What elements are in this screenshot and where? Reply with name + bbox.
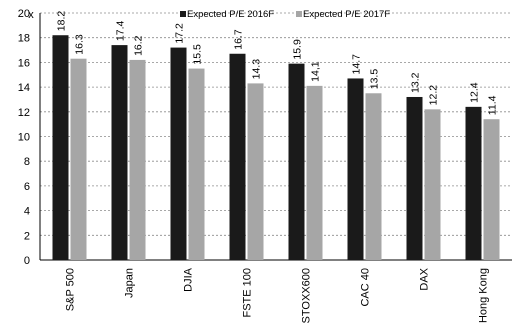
y-tick-label: 16 — [18, 57, 30, 69]
legend-label-2017: Expected P/E 2017F — [303, 9, 390, 20]
data-label: 15.9 — [292, 39, 304, 60]
gridlines — [40, 12, 512, 261]
bar-2016 — [465, 106, 482, 260]
bar-2016 — [170, 47, 187, 260]
data-label: 16.7 — [233, 29, 245, 50]
bar-2016 — [288, 63, 305, 261]
y-tick-label: 10 — [18, 132, 30, 144]
data-labels: 18.2 16.3 17.4 16.2 17.2 15.5 16.7 14.3 15.9 14,1… — [56, 11, 499, 116]
x-tick-label: Japan — [124, 268, 136, 298]
data-label: 15.5 — [192, 44, 204, 65]
x-tick-label: CAC 40 — [360, 268, 372, 307]
bar-2017 — [129, 59, 146, 261]
bar-2016 — [229, 53, 246, 260]
y-tick-label: 0 — [24, 255, 30, 267]
y-tick-label: 8 — [24, 156, 30, 168]
bar-2017 — [70, 58, 87, 260]
y-tick-label: 4 — [24, 206, 30, 218]
y-tick-label: 20 — [18, 8, 30, 20]
x-tick-label: STOXX600 — [301, 268, 313, 323]
y-tick-label: 2 — [24, 230, 30, 242]
data-label: 13.5 — [369, 69, 381, 90]
x-tick-label: Hong Kong — [478, 268, 490, 323]
data-label: 17.2 — [174, 23, 186, 44]
legend-swatch-2016 — [180, 11, 186, 17]
x-tick-label: DAX — [419, 267, 431, 290]
data-label: 16.3 — [74, 34, 86, 55]
data-label: 14.3 — [251, 59, 263, 80]
legend-swatch-2017 — [296, 11, 302, 17]
bar-2017 — [306, 85, 323, 261]
data-label: 16.2 — [133, 35, 145, 56]
bar-2016 — [111, 45, 128, 260]
y-axis-label: x — [28, 9, 34, 21]
data-label: 14,1 — [310, 61, 322, 82]
data-label: 18.2 — [56, 11, 68, 32]
data-label: 12.2 — [428, 85, 440, 106]
bars — [52, 35, 500, 261]
x-axis: S&P 500 Japan DJIA FSTE 100 STOXX600 CAC 40 DA… — [65, 267, 490, 323]
legend-label-2016: Expected P/E 2016F — [187, 9, 274, 20]
legend: Expected P/E 2016F Expected P/E 2017F — [180, 9, 390, 20]
bar-2017 — [424, 109, 441, 260]
bar-2017 — [365, 93, 382, 261]
bar-2017 — [483, 119, 500, 261]
y-tick-label: 14 — [18, 82, 30, 94]
bar-2017 — [247, 83, 264, 261]
x-tick-label: S&P 500 — [65, 268, 77, 311]
y-tick-label: 6 — [24, 181, 30, 193]
y-tick-label: 18 — [18, 33, 30, 45]
bar-2016 — [347, 78, 364, 260]
y-tick-label: 12 — [18, 107, 30, 119]
x-tick-label: FSTE 100 — [242, 268, 254, 318]
data-label: 12.4 — [469, 82, 481, 103]
bar-2016 — [406, 96, 423, 260]
data-label: 11.4 — [487, 95, 499, 115]
y-axis: x 0 2 4 6 8 10 12 14 16 18 20 — [18, 8, 41, 267]
data-label: 13.2 — [410, 72, 422, 93]
x-tick-label: DJIA — [183, 267, 195, 292]
data-label: 14.7 — [351, 54, 363, 75]
bar-2017 — [188, 68, 205, 260]
bar-2016 — [52, 35, 69, 261]
data-label: 17.4 — [115, 21, 127, 42]
